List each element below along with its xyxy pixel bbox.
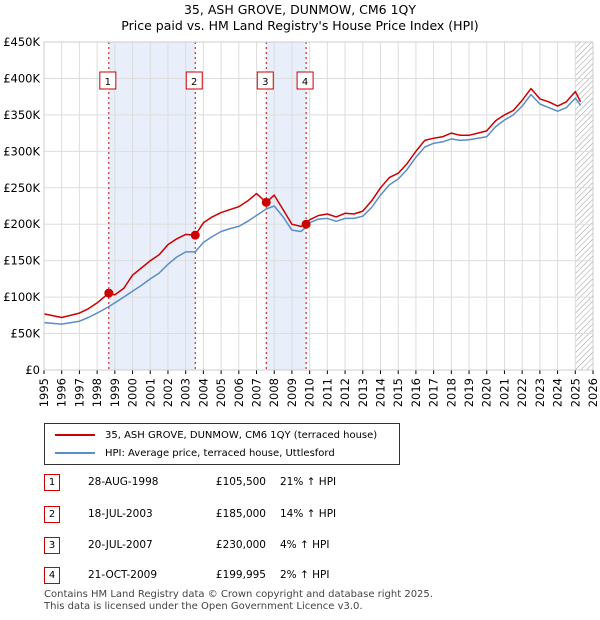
sale-hpi-change: 4% ↑ HPI xyxy=(280,539,330,551)
x-tick-label: 2000 xyxy=(126,378,140,407)
x-tick-label: 2025 xyxy=(568,378,582,407)
x-tick-label: 2026 xyxy=(586,378,600,407)
legend-item-property: 35, ASH GROVE, DUNMOW, CM6 1QY (terraced… xyxy=(55,427,377,443)
x-tick-label: 2007 xyxy=(250,378,264,407)
sale-date: 28-AUG-1998 xyxy=(88,476,159,488)
y-tick-label: £100K xyxy=(3,290,40,304)
sale-badge-number: 3 xyxy=(262,77,268,88)
sale-badge: 4 xyxy=(44,567,60,584)
sale-date: 18-JUL-2003 xyxy=(88,508,153,520)
x-tick-label: 2021 xyxy=(497,378,511,407)
sale-badge-box xyxy=(185,71,203,90)
x-tick-label: 2018 xyxy=(444,378,458,407)
sale-price: £185,000 xyxy=(215,508,266,520)
sale-point xyxy=(104,288,114,298)
sale-date: 20-JUL-2007 xyxy=(88,539,153,551)
x-tick-label: 1997 xyxy=(72,378,86,407)
sale-hpi-change: 14% ↑ HPI xyxy=(280,508,337,520)
x-tick-label: 2012 xyxy=(338,378,352,407)
future-hatch-area xyxy=(575,42,593,370)
chart-title: 35, ASH GROVE, DUNMOW, CM6 1QY xyxy=(183,2,417,17)
x-tick-label: 1996 xyxy=(55,378,69,407)
legend-label-property: 35, ASH GROVE, DUNMOW, CM6 1QY (terraced… xyxy=(105,429,378,441)
legend-swatch-hpi xyxy=(55,452,95,454)
x-tick-label: 2005 xyxy=(214,378,228,407)
chart-subtitle: Price paid vs. HM Land Registry's House … xyxy=(121,18,479,33)
sale-badge-box xyxy=(99,71,117,90)
x-tick-label: 2008 xyxy=(267,378,281,407)
x-tick-label: 1995 xyxy=(37,378,51,407)
y-tick-label: £350K xyxy=(3,108,40,122)
x-tick-label: 2011 xyxy=(320,378,334,407)
legend-swatch-property xyxy=(55,434,95,436)
sale-point xyxy=(301,219,311,229)
sale-hpi-change: 21% ↑ HPI xyxy=(280,476,337,488)
x-tick-label: 2016 xyxy=(409,378,423,407)
footer-licence: This data is licensed under the Open Gov… xyxy=(44,601,363,612)
x-tick-label: 2023 xyxy=(533,378,547,407)
property-series-line xyxy=(43,87,582,319)
y-tick-label: £250K xyxy=(3,181,40,195)
sale-badge: 2 xyxy=(44,506,60,523)
x-tick-label: 2024 xyxy=(551,378,565,407)
x-tick-label: 2004 xyxy=(196,378,210,407)
x-tick-label: 2002 xyxy=(161,378,175,407)
sale-price: £230,000 xyxy=(215,539,266,551)
sale-price: £199,995 xyxy=(215,569,266,581)
x-tick-label: 2013 xyxy=(356,378,370,407)
x-tick-label: 2014 xyxy=(373,378,387,407)
x-tick-label: 2006 xyxy=(232,378,246,407)
x-tick-label: 2010 xyxy=(303,378,317,407)
price-chart: 1 2 3 4 £0 £50K £100K £150K £200K £250K £300K £350… xyxy=(3,35,600,407)
sale-badge-number: 1 xyxy=(105,77,111,88)
y-tick-label: £50K xyxy=(11,327,41,341)
chart-legend: 35, ASH GROVE, DUNMOW, CM6 1QY (terraced… xyxy=(44,423,400,465)
y-tick-label: £150K xyxy=(3,254,40,268)
sale-date: 21-OCT-2009 xyxy=(88,569,157,581)
x-tick-label: 2003 xyxy=(179,378,193,407)
x-tick-label: 2019 xyxy=(462,378,476,407)
x-tick-label: 2020 xyxy=(480,378,494,407)
x-tick-label: 1998 xyxy=(90,378,104,407)
sale-price: £105,500 xyxy=(215,476,266,488)
x-tick-label: 2022 xyxy=(515,378,529,407)
plot-frame xyxy=(43,41,594,371)
footer-copyright: Contains HM Land Registry data © Crown c… xyxy=(44,589,433,600)
x-tick-label: 2009 xyxy=(285,378,299,407)
legend-item-hpi: HPI: Average price, terraced house, Uttl… xyxy=(55,445,335,461)
sale-badge: 1 xyxy=(44,474,60,491)
sale-hpi-change: 2% ↑ HPI xyxy=(280,569,330,581)
y-tick-label: £450K xyxy=(3,35,40,49)
x-tick-label: 2017 xyxy=(427,378,441,407)
y-tick-label: £300K xyxy=(3,144,40,158)
legend-label-hpi: HPI: Average price, terraced house, Uttl… xyxy=(105,447,335,459)
sale-badge-box xyxy=(256,71,274,90)
y-tick-label: £400K xyxy=(3,71,40,85)
y-tick-label: £0 xyxy=(25,363,40,377)
sale-badge: 3 xyxy=(44,537,60,554)
ownership-shade xyxy=(108,42,196,370)
x-tick-label: 1999 xyxy=(108,378,122,407)
sale-point xyxy=(261,197,271,207)
sale-badge-number: 4 xyxy=(302,77,308,88)
x-tick-label: 2001 xyxy=(143,378,157,407)
x-tick-label: 2015 xyxy=(391,378,405,407)
y-tick-label: £200K xyxy=(3,217,40,231)
hpi-series-line xyxy=(43,93,582,325)
sale-badge-box xyxy=(296,71,314,90)
sale-point xyxy=(190,230,200,240)
sale-badge-number: 2 xyxy=(191,77,197,88)
